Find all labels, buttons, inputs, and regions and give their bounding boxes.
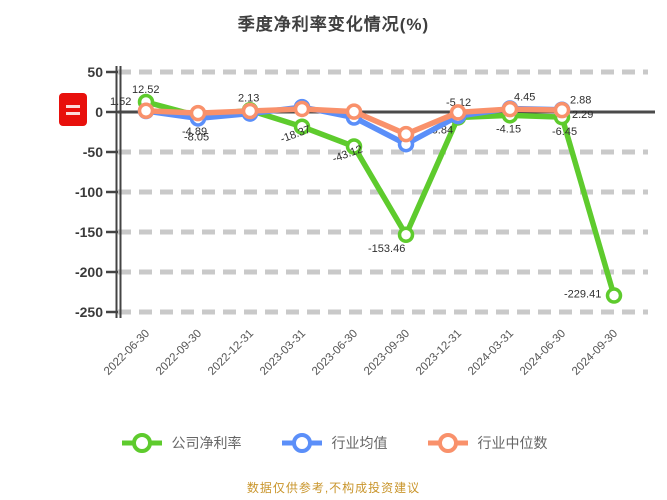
series-marker-2[interactable] — [241, 102, 259, 120]
x-tick-label: 2023-06-30 — [310, 328, 360, 378]
stamp-glyph-mark — [66, 104, 80, 108]
legend-item-0[interactable]: 公司净利率 — [120, 432, 242, 454]
series-marker-2[interactable] — [553, 101, 571, 119]
data-label: -229.41 — [564, 289, 601, 301]
legend: 公司净利率 行业均值 行业中位数 — [0, 432, 667, 454]
y-tick-label: 50 — [87, 64, 103, 80]
x-tick-label: 2024-06-30 — [518, 328, 568, 378]
data-label: 2.88 — [570, 95, 591, 107]
y-tick-label: -100 — [75, 184, 103, 200]
data-label: -8.05 — [184, 131, 209, 143]
footer-disclaimer: 数据仅供参考,不构成投资建议 — [246, 481, 421, 495]
data-label: -4.15 — [496, 123, 521, 135]
stamp-glyph-mark — [66, 111, 80, 115]
legend-item-2[interactable]: 行业中位数 — [426, 432, 548, 454]
x-tick-label: 2022-09-30 — [154, 328, 204, 378]
y-tick-label: -50 — [83, 144, 103, 160]
y-tick-label: -200 — [75, 264, 103, 280]
x-tick-label: 2024-03-31 — [466, 328, 516, 378]
x-tick-label: 2023-03-31 — [258, 328, 308, 378]
legend-label: 行业均值 — [331, 435, 388, 451]
y-tick-label: 0 — [95, 104, 103, 120]
x-tick-label: 2023-12-31 — [414, 328, 464, 378]
y-tick-label: -150 — [75, 224, 103, 240]
series-marker-0[interactable] — [397, 226, 415, 244]
series-marker-0[interactable] — [345, 138, 363, 155]
x-tick-label: 2022-06-30 — [102, 328, 152, 378]
legend-marker-icon — [427, 433, 468, 453]
series-marker-2[interactable] — [449, 104, 467, 121]
x-tick-label: 2024-09-30 — [570, 328, 620, 378]
chart-title: 季度净利率变化情况(%) — [237, 15, 430, 34]
series-marker-0[interactable] — [293, 118, 311, 135]
red-logo-stamp — [60, 94, 86, 125]
legend-label: 公司净利率 — [171, 435, 242, 451]
data-label: 2.13 — [238, 92, 259, 104]
data-label: 12.52 — [132, 84, 160, 96]
series-marker-2[interactable] — [345, 103, 363, 120]
data-label: 4.45 — [514, 91, 535, 103]
series-marker-2[interactable] — [293, 100, 311, 118]
x-tick-label: 2022-12-31 — [206, 328, 256, 378]
series-marker-2[interactable] — [501, 100, 519, 118]
legend-label: 行业中位数 — [477, 435, 548, 451]
legend-item-1[interactable]: 行业均值 — [280, 432, 388, 454]
y-tick-label: -250 — [75, 304, 103, 320]
plot-area: 50 0 -50 -100 -150 -200 -250 2022-06-30 2022-09-… — [75, 64, 655, 378]
legend-marker-icon — [281, 433, 322, 453]
data-label: -5.12 — [446, 97, 471, 109]
data-label: 1.52 — [110, 96, 131, 108]
data-label: 2.29 — [572, 109, 593, 121]
x-tick-label: 2023-09-30 — [362, 328, 412, 378]
data-label: -4.89 — [182, 126, 207, 138]
series-marker-2[interactable] — [397, 125, 415, 143]
series-marker-2[interactable] — [189, 104, 207, 122]
series-marker-2[interactable] — [137, 102, 155, 120]
data-label: -6.45 — [552, 126, 577, 138]
series-marker-0[interactable] — [605, 287, 623, 304]
legend-marker-icon — [121, 433, 162, 453]
data-label: -153.46 — [368, 243, 405, 255]
